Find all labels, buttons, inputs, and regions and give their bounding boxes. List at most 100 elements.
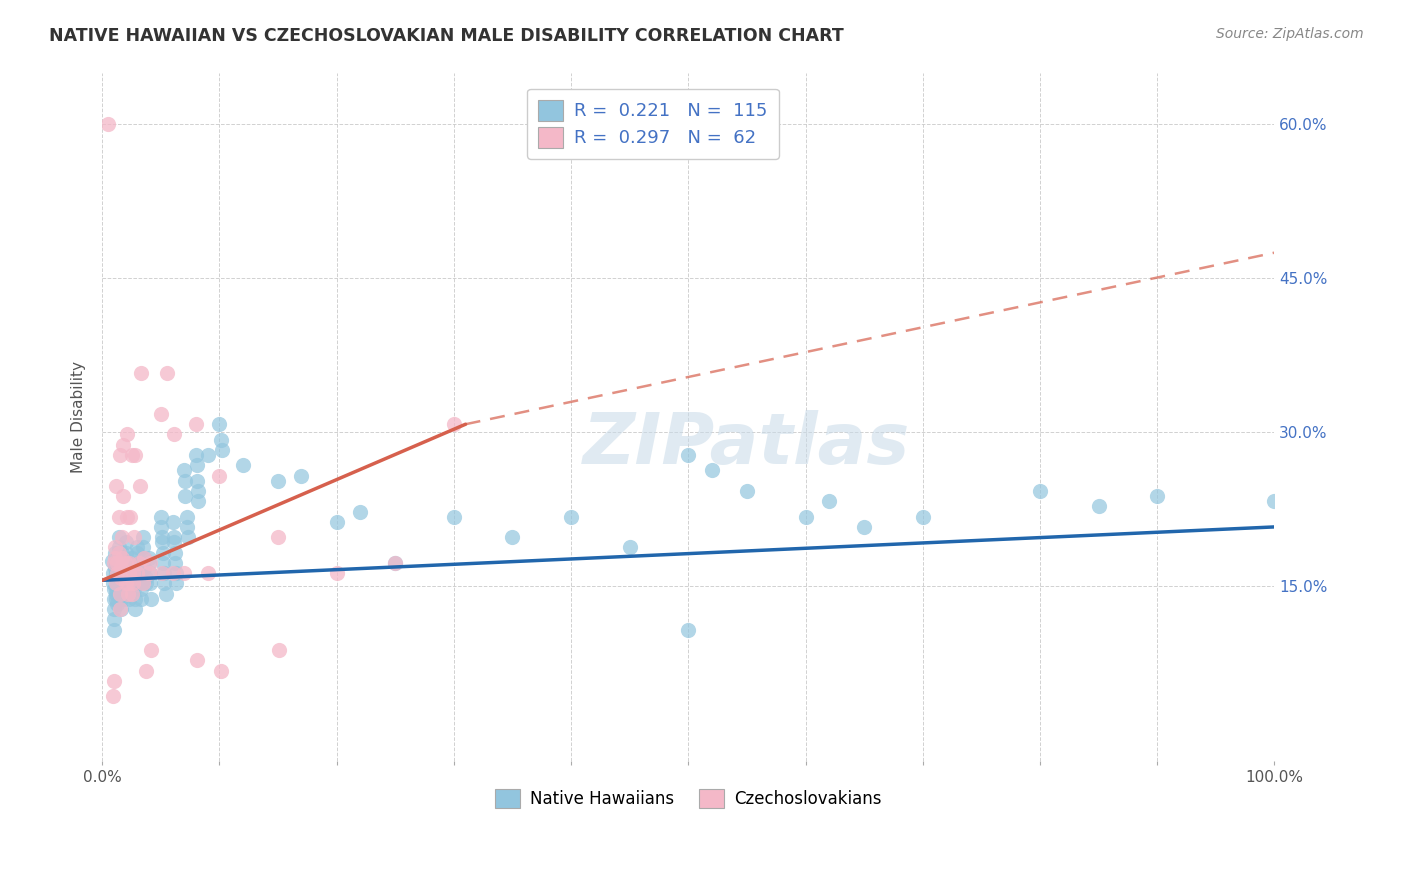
Point (114, 556, 136, 570)
Legend: Native Hawaiians, Czechoslovakians: Native Hawaiians, Czechoslovakians (488, 782, 889, 814)
Point (117, 582, 139, 596)
Point (209, 664, 232, 678)
Point (111, 550, 134, 565)
Point (165, 566, 187, 581)
Point (232, 458, 254, 473)
Point (163, 530, 186, 544)
Point (118, 591, 141, 606)
Point (173, 566, 195, 581)
Point (105, 566, 128, 581)
Point (103, 602, 125, 616)
Point (162, 566, 184, 581)
Point (107, 597, 129, 611)
Point (269, 643, 291, 657)
Point (155, 587, 177, 601)
Point (177, 530, 200, 544)
Point (104, 541, 127, 555)
Point (121, 571, 143, 585)
Point (162, 515, 184, 529)
Point (139, 576, 162, 591)
Text: NATIVE HAWAIIAN VS CZECHOSLOVAKIAN MALE DISABILITY CORRELATION CHART: NATIVE HAWAIIAN VS CZECHOSLOVAKIAN MALE … (49, 27, 844, 45)
Point (127, 566, 149, 581)
Point (115, 571, 138, 585)
Point (122, 530, 145, 544)
Point (794, 509, 817, 524)
Point (163, 556, 186, 570)
Point (187, 494, 209, 508)
Point (138, 550, 160, 565)
Point (122, 582, 145, 596)
Point (107, 556, 129, 570)
Point (501, 530, 523, 544)
Point (115, 509, 138, 524)
Point (111, 546, 134, 560)
Point (132, 576, 155, 591)
Point (267, 530, 290, 544)
Point (118, 566, 141, 581)
Point (1087, 500, 1109, 514)
Point (121, 587, 143, 601)
Point (114, 556, 136, 570)
Point (132, 541, 155, 555)
Point (108, 561, 131, 575)
Point (108, 556, 131, 570)
Point (121, 566, 143, 581)
Point (112, 582, 135, 596)
Point (700, 463, 723, 477)
Point (174, 489, 197, 503)
Point (678, 448, 700, 462)
Point (121, 576, 143, 591)
Point (108, 582, 131, 596)
Point (110, 571, 132, 585)
Point (129, 366, 152, 380)
Point (105, 571, 128, 585)
Point (176, 509, 198, 524)
Point (132, 530, 155, 544)
Point (267, 474, 290, 488)
Point (104, 546, 127, 560)
Point (384, 556, 406, 570)
Point (124, 591, 146, 606)
Point (110, 561, 132, 575)
Point (187, 483, 209, 498)
Point (117, 576, 139, 591)
Point (111, 530, 134, 544)
Point (138, 556, 160, 570)
Point (149, 520, 172, 534)
Point (135, 571, 157, 585)
Point (186, 474, 208, 488)
Point (103, 582, 125, 596)
Point (104, 561, 127, 575)
Point (209, 433, 232, 447)
Point (165, 576, 187, 591)
Point (121, 561, 143, 575)
Point (135, 576, 157, 591)
Point (105, 576, 128, 591)
Point (129, 582, 152, 596)
Point (103, 673, 125, 688)
Point (128, 556, 150, 570)
Point (208, 468, 231, 483)
Point (134, 550, 156, 565)
Point (128, 571, 150, 585)
Point (114, 576, 136, 591)
Point (105, 576, 128, 591)
Point (115, 566, 138, 581)
Point (150, 566, 173, 581)
Point (153, 576, 176, 591)
Point (163, 546, 186, 560)
Point (818, 494, 841, 508)
Point (121, 566, 143, 581)
Point (108, 448, 131, 462)
Point (103, 612, 125, 626)
Point (107, 546, 129, 560)
Point (101, 576, 124, 591)
Point (186, 653, 208, 667)
Point (111, 556, 134, 570)
Point (678, 623, 700, 637)
Point (112, 489, 135, 503)
Point (1146, 489, 1168, 503)
Text: ZIPatlas: ZIPatlas (583, 410, 911, 479)
Point (186, 458, 208, 473)
Point (105, 582, 128, 596)
